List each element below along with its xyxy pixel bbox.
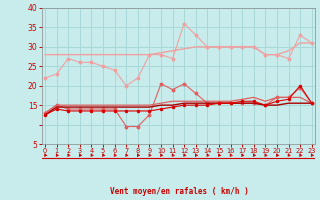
Text: Vent moyen/en rafales ( km/h ): Vent moyen/en rafales ( km/h ) bbox=[110, 187, 249, 196]
